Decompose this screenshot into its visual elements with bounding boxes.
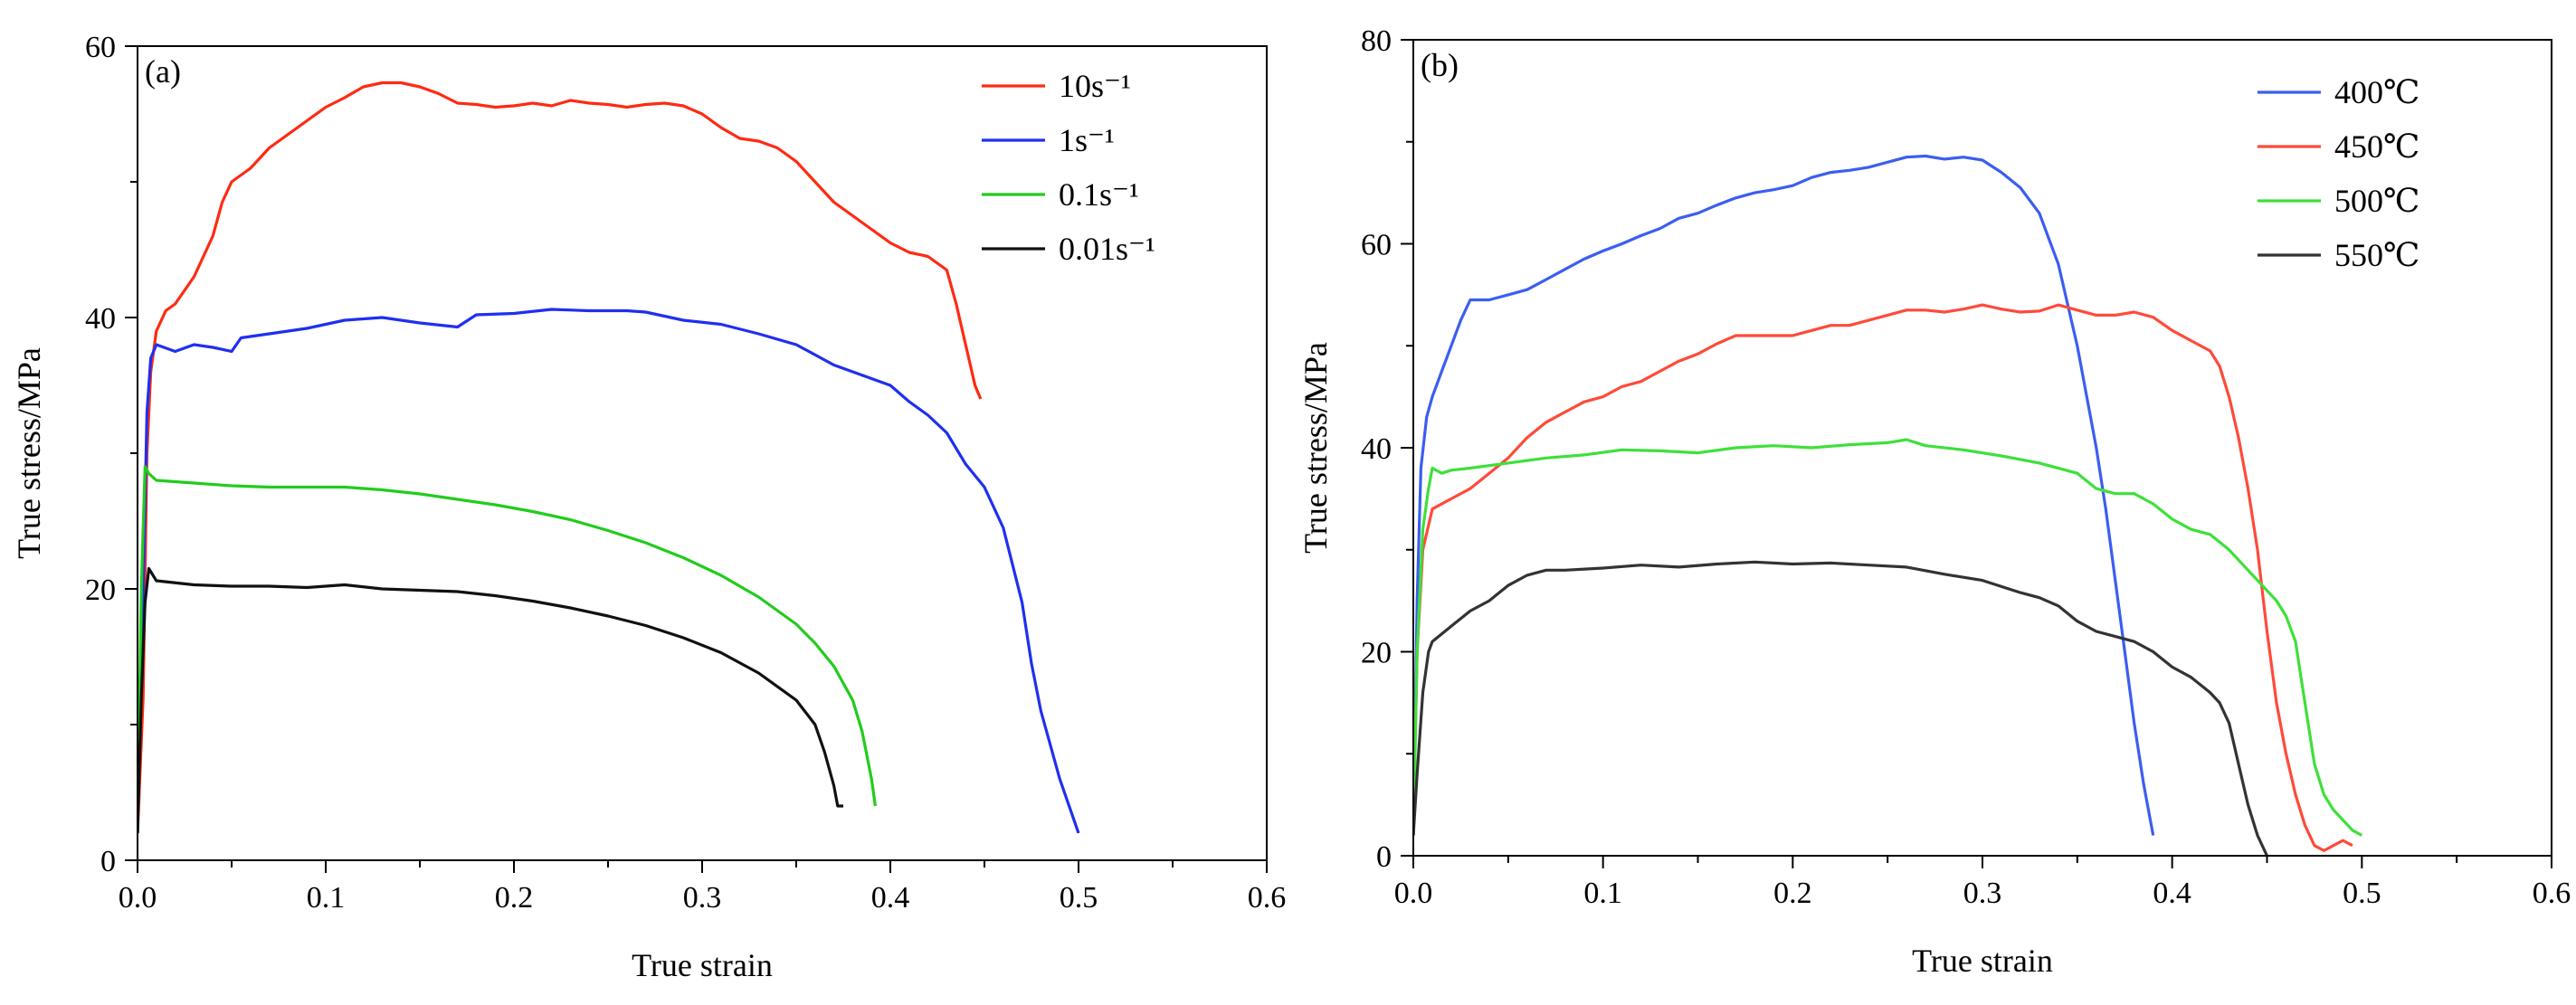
x-tick-label: 0.2 (495, 881, 534, 915)
y-tick-label: 0 (100, 845, 116, 878)
series-line-0 (1413, 154, 2155, 836)
legend-label-2: 500℃ (2334, 183, 2419, 219)
series-line-3 (1413, 560, 2268, 856)
x-tick-label: 0.0 (119, 881, 157, 915)
legend-label-0: 400℃ (2334, 74, 2419, 110)
chart-svg-0: 0.0 0.1 0.2 0.3 0.4 0.5 0.6 0 20 40 60 True strain T… (11, 31, 1287, 983)
y-tick-label: 0 (1376, 840, 1392, 874)
legend-label-1: 450℃ (2334, 128, 2419, 165)
x-tick-label: 0.0 (1394, 877, 1433, 910)
x-tick-label: 0.1 (307, 881, 346, 915)
x-tick-label: 0.3 (1963, 877, 2002, 910)
series-line-1 (1413, 303, 2353, 852)
x-tick-label: 0.4 (871, 881, 910, 915)
series-line-0 (138, 81, 983, 834)
y-tick-label: 40 (1361, 432, 1392, 466)
x-axis-title: True strain (1912, 943, 2053, 979)
plot-frame (137, 45, 1268, 861)
chart-panel-b: 0.0 0.1 0.2 0.3 0.4 0.5 0.6 0 20 40 60 80 True strai… (1294, 0, 2576, 1005)
y-tick-label: 60 (1361, 229, 1392, 262)
chart-svg-1: 0.0 0.1 0.2 0.3 0.4 0.5 0.6 0 20 40 60 80 True strai… (1298, 24, 2571, 979)
x-tick-label: 0.5 (1060, 881, 1098, 915)
series-line-1 (138, 308, 1080, 834)
x-tick-label: 0.6 (2533, 877, 2571, 910)
series-line-2 (138, 465, 877, 834)
legend-label-2: 0.1s⁻¹ (1059, 176, 1139, 213)
legend-label-3: 0.01s⁻¹ (1059, 231, 1155, 267)
series-line-3 (138, 566, 843, 834)
panel-label: (b) (1421, 47, 1459, 83)
panel-label: (a) (145, 53, 181, 90)
x-tick-label: 0.2 (1773, 877, 1812, 910)
y-axis-title: True stress/MPa (11, 347, 47, 559)
x-tick-label: 0.3 (683, 881, 722, 915)
legend-label-1: 1s⁻¹ (1059, 122, 1115, 158)
y-axis-title: True stress/MPa (1298, 342, 1334, 554)
chart-panel-a: 0.0 0.1 0.2 0.3 0.4 0.5 0.6 0 20 40 60 True strain T… (11, 31, 1287, 983)
y-tick-label: 80 (1361, 24, 1392, 58)
x-tick-label: 0.6 (1248, 881, 1287, 915)
y-tick-label: 40 (85, 302, 116, 336)
legend-label-3: 550℃ (2334, 237, 2419, 273)
y-tick-label: 20 (1361, 637, 1392, 670)
x-axis-title: True strain (632, 947, 773, 983)
series-line-2 (1413, 438, 2363, 837)
y-tick-label: 60 (85, 31, 116, 64)
legend-label-0: 10s⁻¹ (1059, 68, 1131, 104)
x-tick-label: 0.5 (2343, 877, 2381, 910)
x-tick-label: 0.4 (2153, 877, 2191, 910)
y-tick-label: 20 (85, 574, 116, 607)
x-tick-label: 0.1 (1583, 877, 1622, 910)
